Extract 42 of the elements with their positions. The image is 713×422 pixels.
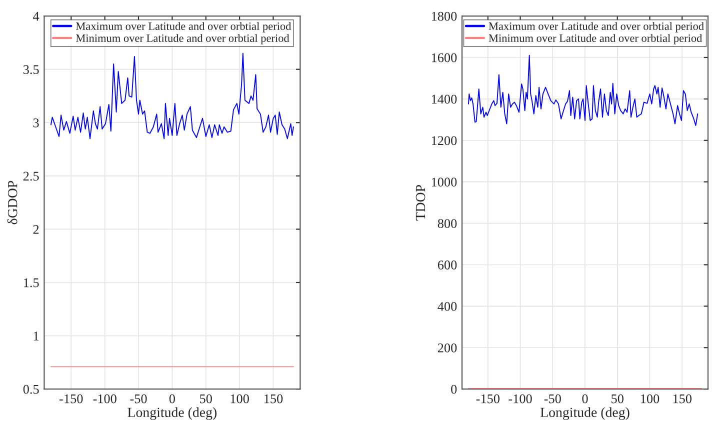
y-tick-label: 2: [33, 225, 39, 234]
y-tick-label: 0.5: [23, 384, 39, 394]
legend-label: Maximum over Latitude and over orbtial period: [76, 22, 292, 32]
x-tick-label: 50: [200, 394, 212, 404]
y-tick-label: 0: [451, 384, 457, 394]
y-tick-label: 400: [438, 302, 457, 311]
x-tick-label: -100: [93, 394, 116, 404]
legend-label: Minimum over Latitude and over orbtial period: [76, 34, 290, 44]
x-tick-label: 150: [673, 394, 692, 404]
y-tick-label: 1400: [432, 94, 457, 104]
y-tick-label: 1000: [432, 178, 457, 187]
y-tick-label: 1600: [432, 53, 457, 62]
line-series: [468, 54, 698, 126]
x-tick-label: -150: [60, 394, 83, 404]
y-tick-label: 3: [33, 118, 39, 128]
x-tick-label: -50: [130, 394, 147, 404]
x-tick-label: 150: [264, 394, 283, 404]
y-tick-label: 4: [33, 12, 40, 21]
y-tick-label: 1: [34, 332, 39, 340]
x-tick-label: 100: [230, 394, 249, 404]
x-tick-label: 0: [169, 394, 175, 404]
legend-label: Minimum over Latitude and over orbtial period: [488, 34, 702, 44]
x-tick-label: -50: [544, 394, 561, 404]
x-tick-label: 50: [612, 394, 624, 404]
y-tick-label: 3.5: [23, 65, 39, 74]
y-tick-label: 1.5: [24, 278, 39, 288]
x-tick-label: 100: [641, 394, 660, 404]
y-tick-label: 800: [438, 219, 457, 228]
y-tick-label: 600: [438, 260, 457, 270]
y-tick-label: 2.5: [23, 172, 39, 181]
line-series: [50, 52, 294, 140]
x-tick-label: -150: [476, 394, 500, 404]
y-tick-label: 200: [438, 343, 457, 352]
y-axis-title: TDOP: [416, 184, 426, 220]
x-axis-title: Longitude (deg): [540, 407, 630, 420]
x-axis-title: Longitude (deg): [128, 407, 217, 420]
y-axis-title: δGDOP: [7, 180, 18, 224]
x-tick-label: -100: [508, 394, 532, 404]
legend-label: Maximum over Latitude and over orbtial period: [488, 22, 704, 32]
x-tick-label: 0: [582, 394, 588, 404]
y-tick-label: 1200: [432, 136, 457, 146]
y-tick-label: 1800: [432, 12, 457, 21]
